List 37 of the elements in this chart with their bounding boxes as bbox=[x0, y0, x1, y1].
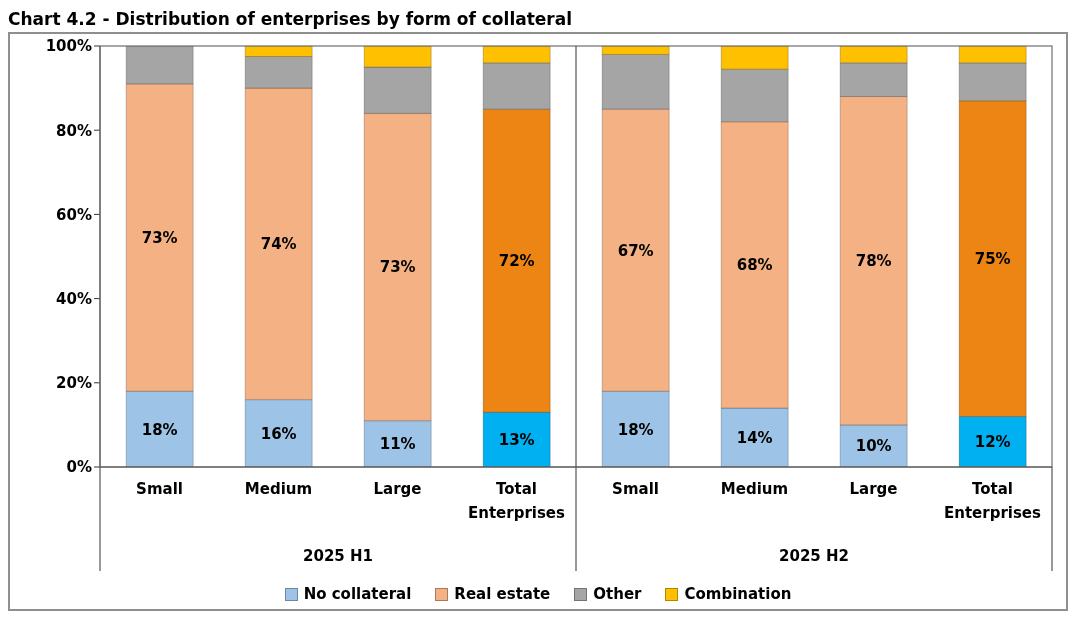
data-label: 72% bbox=[498, 252, 535, 271]
data-label: 73% bbox=[379, 258, 416, 277]
y-tick-label: 100% bbox=[45, 37, 92, 56]
data-label: 67% bbox=[617, 241, 654, 260]
data-label: 73% bbox=[141, 228, 178, 247]
x-tick-label: Total Enterprises bbox=[468, 480, 566, 522]
legend-label: Real estate bbox=[454, 585, 551, 603]
x-tick-label: Medium bbox=[720, 480, 789, 498]
legend-label: Other bbox=[593, 585, 642, 603]
x-tick-label: Large bbox=[373, 480, 422, 498]
y-tick-label: 80% bbox=[56, 121, 92, 140]
text: 2025 H1 bbox=[303, 547, 373, 565]
x-tick-label: Large bbox=[849, 480, 898, 498]
data-label: 11% bbox=[379, 435, 416, 454]
data-label: 14% bbox=[736, 428, 773, 447]
x-tick-label: Medium bbox=[244, 480, 313, 498]
legend-label: No collateral bbox=[303, 585, 412, 603]
y-tick-label: 20% bbox=[56, 374, 92, 393]
y-tick-label: 40% bbox=[56, 289, 92, 308]
chart-title: Chart 4.2 - Distribution of enterprises by form of collateral bbox=[8, 9, 573, 29]
text: 2025 H2 bbox=[779, 547, 849, 565]
legend-label: Combination bbox=[684, 585, 792, 603]
x-tick-label: Small bbox=[136, 480, 183, 498]
data-label: 12% bbox=[974, 433, 1011, 452]
x-tick-label: Total Enterprises bbox=[944, 480, 1042, 522]
data-label: 10% bbox=[855, 437, 892, 456]
data-label: 13% bbox=[498, 431, 535, 450]
data-label: 18% bbox=[141, 420, 178, 439]
data-label: 68% bbox=[736, 256, 773, 275]
x-tick-label: Small bbox=[612, 480, 659, 498]
y-tick-label: 60% bbox=[56, 205, 92, 224]
data-label: 74% bbox=[260, 235, 297, 254]
data-label: 16% bbox=[260, 424, 297, 443]
data-label: 18% bbox=[617, 420, 654, 439]
data-label: 75% bbox=[974, 250, 1011, 269]
data-label: 78% bbox=[855, 252, 892, 271]
y-tick-label: 0% bbox=[66, 458, 92, 477]
